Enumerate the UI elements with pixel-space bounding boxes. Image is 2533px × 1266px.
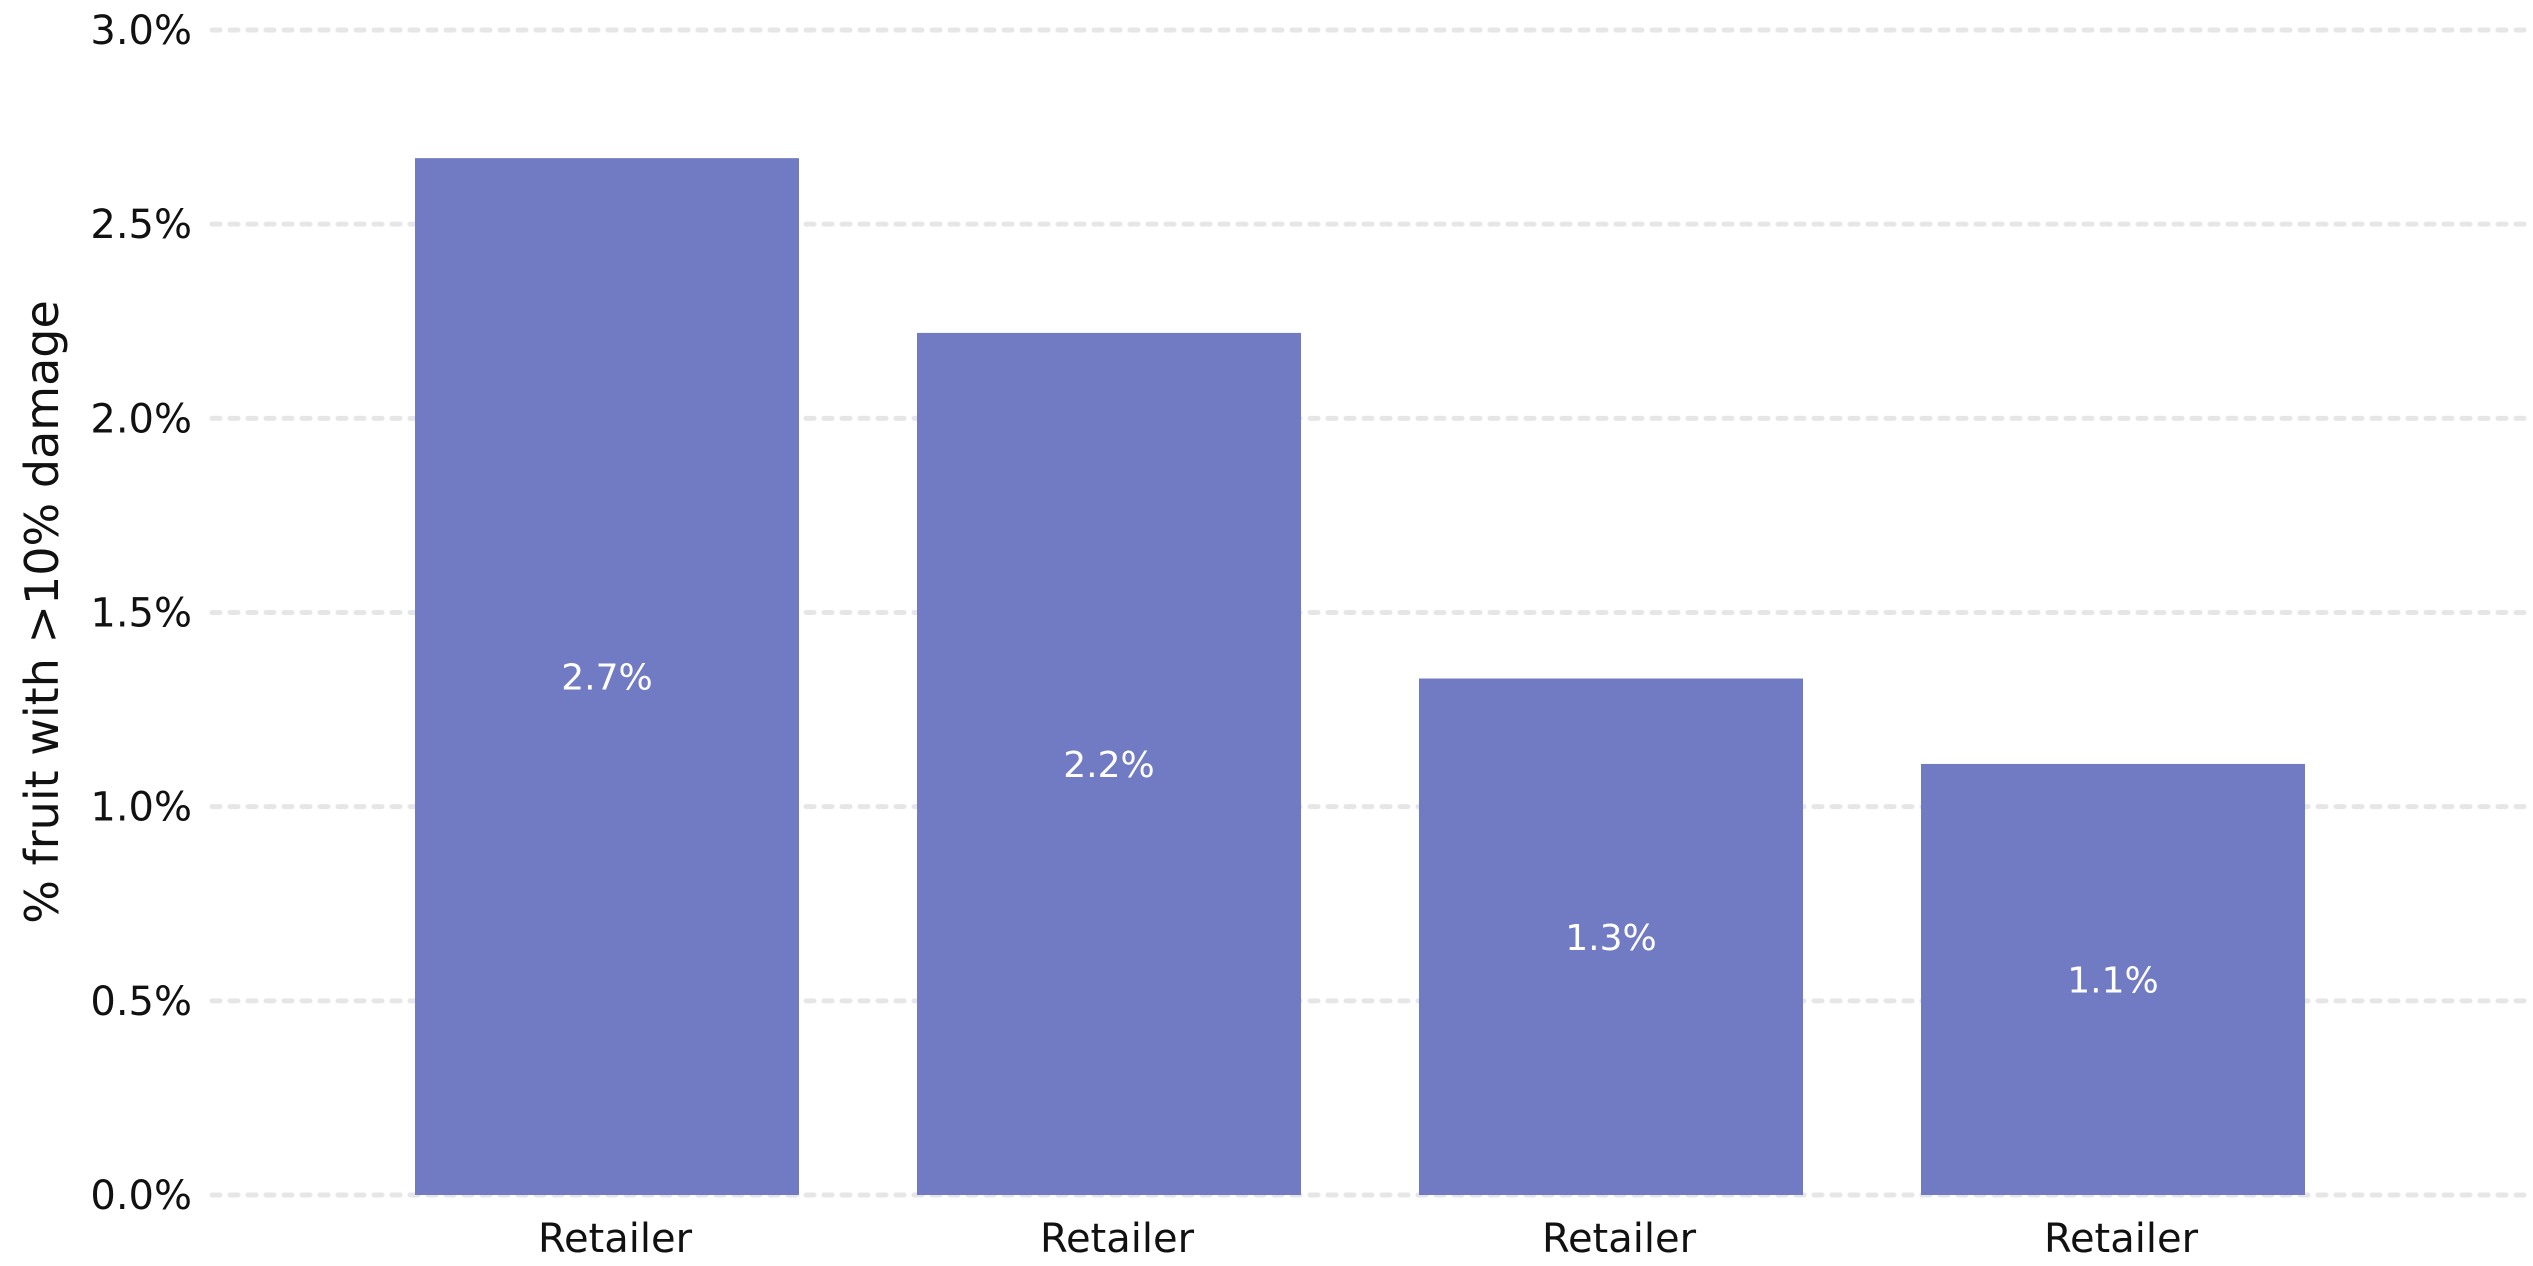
data-label: 2.2%	[1063, 745, 1154, 786]
y-axis-ticks: 0.0% 0.5% 1.0% 1.5% 2.0% 2.5% 3.0%	[90, 8, 192, 1219]
data-labels: 2.7% 2.2% 1.3% 1.1%	[561, 658, 2158, 1002]
y-tick-label: 0.0%	[90, 1173, 192, 1219]
bar	[1921, 763, 2305, 1195]
bars	[415, 158, 2305, 1195]
y-tick-label: 2.0%	[90, 396, 192, 442]
data-label: 2.7%	[561, 658, 652, 699]
bar	[415, 158, 799, 1195]
x-category-label: Retailer	[1542, 1216, 1697, 1261]
bar	[1419, 678, 1803, 1195]
x-axis-categories: Retailer Retailer Retailer Retailer	[538, 1216, 2199, 1262]
x-category-label: Retailer	[2044, 1216, 2199, 1261]
y-tick-label: 2.5%	[90, 202, 192, 248]
y-tick-label: 0.5%	[90, 979, 192, 1025]
y-tick-label: 1.0%	[90, 785, 192, 831]
bar	[917, 332, 1301, 1195]
data-label: 1.3%	[1565, 918, 1656, 959]
x-category-label: Retailer	[538, 1216, 693, 1261]
y-tick-label: 3.0%	[90, 8, 192, 54]
data-label: 1.1%	[2067, 960, 2158, 1001]
y-axis-title: % fruit with >10% damage	[15, 300, 69, 924]
x-category-label: Retailer	[1040, 1216, 1195, 1261]
y-tick-label: 1.5%	[90, 591, 192, 637]
